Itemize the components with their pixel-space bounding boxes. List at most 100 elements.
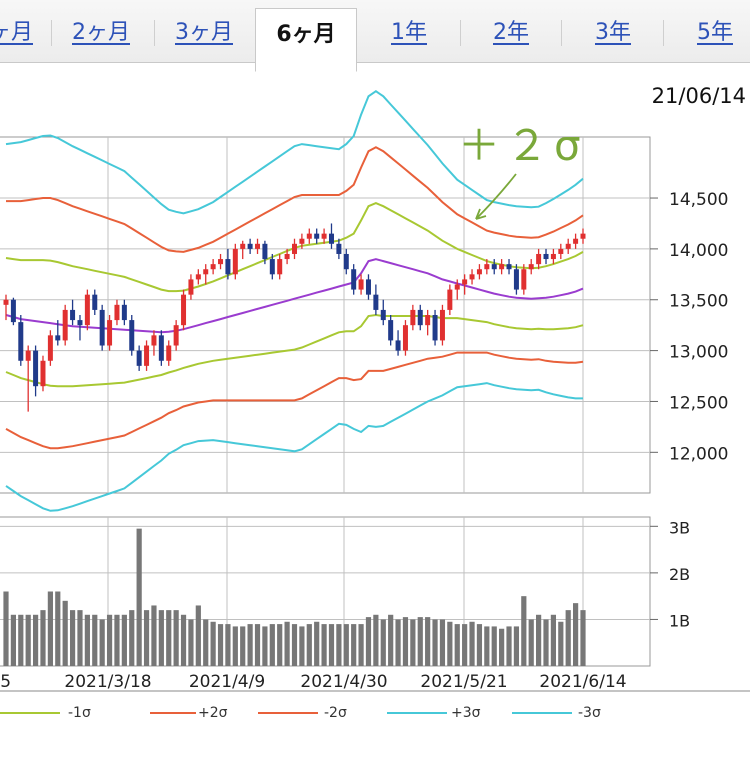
tab-2-months[interactable]: 2ヶ月 <box>72 20 130 45</box>
candle-body <box>92 294 98 310</box>
candle-body <box>365 279 371 295</box>
candle-body <box>247 243 253 249</box>
volume-bar <box>432 619 438 666</box>
candle-body <box>195 274 201 280</box>
candle-body <box>417 309 423 326</box>
volume-bar <box>425 617 431 666</box>
candle-body <box>292 243 297 254</box>
volume-bar <box>328 624 335 666</box>
volume-bar <box>506 626 512 666</box>
volume-bar <box>240 626 246 666</box>
candle-body <box>388 320 394 341</box>
volume-bar <box>158 610 164 666</box>
candle-body <box>536 253 542 265</box>
candle-body <box>210 264 216 270</box>
volume-bar <box>77 610 83 666</box>
volume-bar <box>550 614 557 666</box>
candle-body <box>3 299 9 305</box>
volume-bar <box>410 619 416 666</box>
candle-body <box>262 243 268 260</box>
candle-body <box>484 264 490 270</box>
candle-body <box>188 279 194 295</box>
volume-bar <box>188 619 194 666</box>
candle-body <box>136 350 142 366</box>
candle-body <box>47 335 53 361</box>
candle-body <box>543 253 549 260</box>
date-tick-label: 2021/3/18 <box>64 672 151 692</box>
volume-tick-label: 1B <box>669 611 690 630</box>
volume-bar <box>55 591 61 666</box>
candle-body <box>129 320 135 351</box>
volume-bar <box>491 626 497 666</box>
tab-3-months[interactable]: 3ヶ月 <box>175 20 233 45</box>
volume-bar <box>521 596 527 666</box>
volume-bar <box>151 605 157 666</box>
volume-bar <box>291 624 298 666</box>
candle-body <box>173 325 179 346</box>
tab-separator <box>154 20 155 46</box>
candle-body <box>151 335 157 346</box>
volume-bar <box>277 624 283 666</box>
candle-body <box>218 259 224 265</box>
price-tick-label: 13,000 <box>669 343 728 363</box>
date-tick-label: 2021/5/21 <box>420 672 507 692</box>
volume-bar <box>269 624 275 666</box>
candle-body <box>528 264 534 270</box>
tab-1-year[interactable]: 1年 <box>391 20 427 45</box>
volume-bar <box>84 614 90 666</box>
candle-body <box>462 279 468 285</box>
volume-bar <box>417 617 423 666</box>
candle-body <box>181 294 187 326</box>
candle-body <box>62 309 68 341</box>
volume-bar <box>395 619 401 666</box>
volume-bar <box>454 624 460 666</box>
candle-body <box>499 264 505 270</box>
candle-body <box>425 315 431 326</box>
legend-item-minus-3-sigma: -3σ <box>512 700 622 726</box>
volume-bar <box>565 610 571 666</box>
volume-bar <box>166 610 172 666</box>
tab-6-months[interactable]: 6ヶ月 <box>255 8 357 72</box>
volume-bar <box>195 605 201 666</box>
tab-5-years[interactable]: 5年 <box>697 20 733 45</box>
candle-body <box>55 335 61 341</box>
volume-bar <box>513 626 520 666</box>
volume-bar <box>129 610 135 666</box>
candle-body <box>40 360 46 387</box>
price-tick-label: 13,500 <box>669 292 728 312</box>
volume-bar <box>40 610 46 666</box>
volume-bar <box>365 617 372 666</box>
candle-body <box>321 233 327 239</box>
volume-bar <box>469 621 475 666</box>
candle-body <box>232 248 238 275</box>
candle-body <box>336 243 342 254</box>
volume-bar <box>217 624 224 666</box>
date-tick-label: 2/25 <box>0 672 11 692</box>
candle-body <box>432 315 438 341</box>
tab-3-years[interactable]: 3年 <box>595 20 631 45</box>
tab-2-years[interactable]: 2年 <box>493 20 529 45</box>
candle-body <box>203 269 209 275</box>
volume-bar <box>247 624 253 666</box>
candle-body <box>521 269 527 290</box>
volume-bar <box>225 624 231 666</box>
volume-bar <box>210 621 216 666</box>
candle-body <box>299 238 305 244</box>
date-tick-label: 2021/4/30 <box>300 672 387 692</box>
candle-body <box>18 322 24 361</box>
volume-bar <box>314 621 320 666</box>
candle-body <box>70 309 76 321</box>
volume-bar <box>476 624 483 666</box>
volume-bar <box>484 626 490 666</box>
candle-body <box>454 284 460 290</box>
tab-1-month[interactable]: ヶ月 <box>0 20 33 45</box>
candle-body <box>25 350 31 361</box>
volume-tick-label: 2B <box>669 565 690 584</box>
volume-bar <box>573 603 579 666</box>
volume-tick-label: 3B <box>669 518 690 537</box>
candle-body <box>99 309 105 346</box>
volume-bar <box>136 528 142 666</box>
candle-body <box>107 320 113 346</box>
candle-body <box>114 304 120 321</box>
